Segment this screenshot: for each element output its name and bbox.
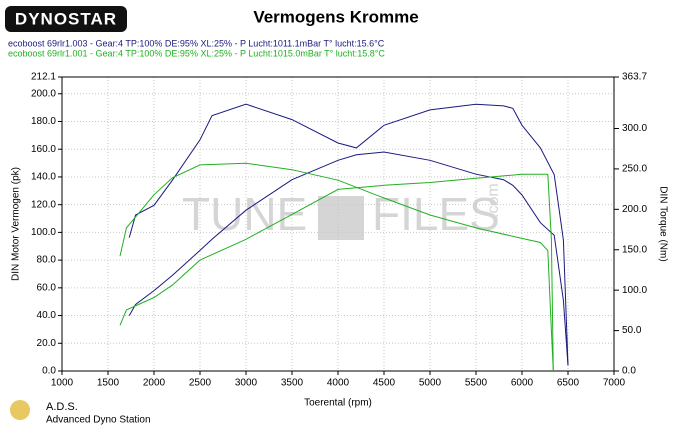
y-tick-label: 0.0 [42, 366, 56, 377]
y2-axis-label: DIN Torque (Nm) [657, 186, 668, 261]
x-tick-label: 3500 [281, 378, 304, 389]
x-tick-label: 2500 [189, 378, 212, 389]
x-tick-label: 3000 [235, 378, 258, 389]
y2-tick-label: 363.7 [622, 72, 647, 83]
torque-line [128, 103, 569, 366]
logo: DYNOSTAR [15, 9, 117, 28]
x-tick-label: 6000 [511, 378, 534, 389]
y2-tick-label: 0.0 [622, 366, 636, 377]
logo-box [5, 6, 127, 32]
y-tick-label: 160.0 [31, 144, 56, 155]
y-axis-label: DIN Motor Vermogen (pk) [11, 167, 22, 281]
watermark-text: .com [485, 183, 502, 218]
y-tick-label: 40.0 [37, 310, 57, 321]
power-line [128, 151, 569, 366]
legend-entry: ecoboost 69rlr1.003 - Gear:4 TP:100% DE:… [8, 38, 385, 48]
x-tick-label: 1500 [97, 378, 120, 389]
y-tick-label: 60.0 [37, 282, 57, 293]
watermark: TUNE FILES .com [182, 183, 502, 240]
x-tick-label: 5000 [419, 378, 442, 389]
watermark-icon [318, 196, 364, 240]
y-tick-label: 100.0 [31, 227, 56, 238]
x-tick-label: 2000 [143, 378, 166, 389]
y-tick-label: 120.0 [31, 199, 56, 210]
x-tick-label: 5500 [465, 378, 488, 389]
y-tick-label: 80.0 [37, 255, 57, 266]
power-line [119, 173, 554, 372]
y2-tick-label: 150.0 [622, 244, 647, 255]
watermark-text: TUNE [182, 188, 307, 240]
legend-entry: ecoboost 69rlr1.001 - Gear:4 TP:100% DE:… [8, 48, 385, 58]
y-tick-label: 140.0 [31, 172, 56, 183]
footer-logo [10, 400, 30, 420]
y2-tick-label: 200.0 [622, 204, 647, 215]
y2-tick-label: 250.0 [622, 164, 647, 175]
y-tick-label: 20.0 [37, 338, 57, 349]
x-tick-label: 4500 [373, 378, 396, 389]
x-tick-label: 1000 [51, 378, 74, 389]
x-axis-label: Toerental (rpm) [304, 398, 372, 409]
y-tick-label: 212.1 [31, 72, 56, 83]
y-tick-label: 180.0 [31, 116, 56, 127]
y2-tick-label: 300.0 [622, 123, 647, 134]
torque-line [119, 162, 554, 372]
footer-abbr: A.D.S. [46, 401, 78, 413]
chart-title: Vermogens Kromme [253, 7, 418, 26]
watermark-text: FILES [372, 188, 500, 240]
x-tick-label: 4000 [327, 378, 350, 389]
y2-tick-label: 50.0 [622, 325, 642, 336]
footer-name: Advanced Dyno Station [46, 415, 151, 426]
plot-frame [61, 76, 615, 372]
y-tick-label: 200.0 [31, 88, 56, 99]
y2-tick-label: 100.0 [622, 285, 647, 296]
x-tick-label: 7000 [603, 378, 626, 389]
x-tick-label: 6500 [557, 378, 580, 389]
